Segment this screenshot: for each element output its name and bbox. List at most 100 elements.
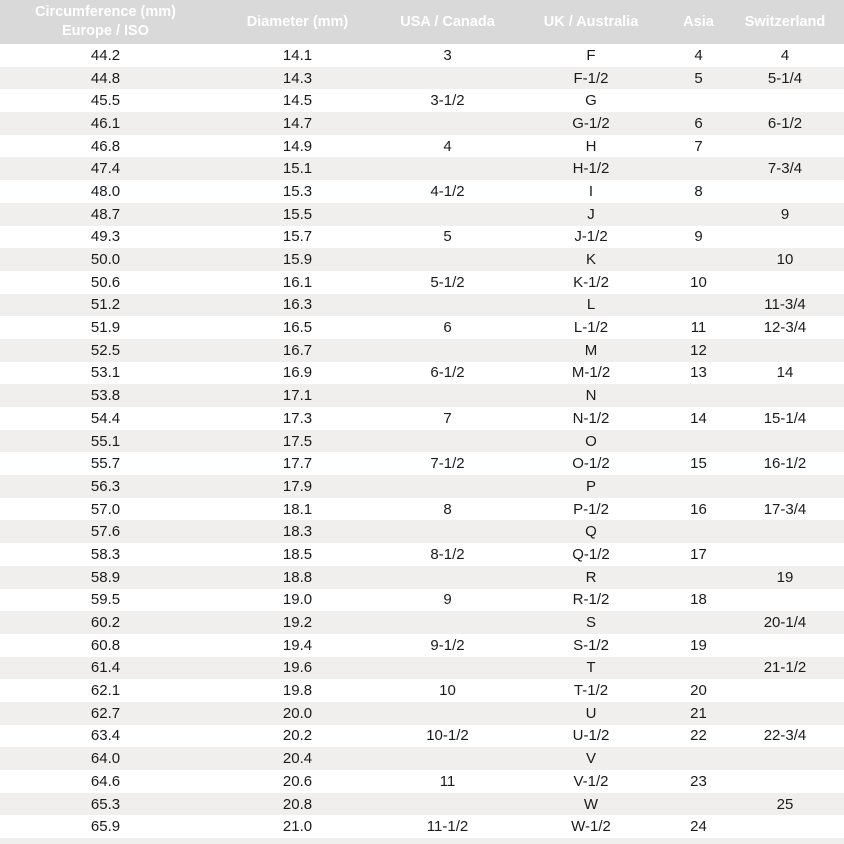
cell-diameter_mm: 15.3: [282, 182, 313, 200]
cell-diameter_mm: 16.1: [282, 273, 313, 291]
cell-circumference_europe_iso: 58.9: [90, 568, 121, 586]
cell-switzerland: 20-1/4: [763, 614, 807, 632]
cell-asia: 14: [690, 409, 707, 427]
cell-usa_canada: 5-1/2: [430, 273, 465, 291]
table-row: 49.3 15.7 5 J-1/2 9: [0, 226, 844, 249]
table-row: 51.2 16.3 L 11-3/4: [0, 293, 844, 317]
col-header-line-1: Circumference (mm): [34, 4, 176, 20]
cell-asia: 10: [690, 273, 707, 291]
cell-circumference_europe_iso: 57.0: [90, 500, 121, 518]
cell-uk_australia: J: [587, 205, 595, 223]
cell-asia: 16: [690, 500, 707, 518]
cell-uk_australia: V-1/2: [573, 772, 609, 790]
cell-diameter_mm: 16.5: [282, 319, 313, 337]
cell-asia: 20: [690, 682, 707, 700]
col-header-line-2: Europe / ISO: [61, 23, 149, 39]
cell-switzerland: 14: [776, 364, 794, 382]
cell-switzerland: 9: [780, 205, 790, 223]
cell-circumference_europe_iso: 63.4: [90, 727, 121, 745]
cell-uk_australia: T-1/2: [573, 682, 609, 700]
table-row: 65.9 21.0 11-1/2 W-1/2 24: [0, 815, 844, 838]
table-row: 64.0 20.4 V: [0, 747, 844, 770]
cell-asia: 15: [690, 455, 707, 473]
cell-usa_canada: 11-1/2: [426, 818, 469, 836]
table-row: 58.9 18.8 R 19: [0, 565, 844, 589]
cell-uk_australia: W: [583, 795, 599, 813]
cell-diameter_mm: 20.2: [282, 727, 313, 745]
cell-uk_australia: P: [585, 477, 596, 495]
cell-asia: 8: [694, 182, 703, 200]
cell-usa_canada: 4-1/2: [430, 182, 465, 200]
cell-diameter_mm: 21.0: [282, 818, 313, 836]
cell-switzerland: 7-3/4: [767, 160, 803, 178]
cell-uk_australia: K: [585, 251, 596, 269]
cell-uk_australia: S: [585, 614, 596, 632]
cell-diameter_mm: 15.1: [282, 160, 313, 178]
cell-uk_australia: G: [585, 92, 597, 110]
cell-diameter_mm: 19.2: [282, 614, 313, 632]
cell-diameter_mm: 14.5: [282, 92, 313, 110]
cell-usa_canada: 3: [443, 46, 452, 64]
table-header-row: Circumference (mm) Europe / ISO Diameter…: [0, 0, 844, 44]
cell-asia: 24: [690, 818, 707, 836]
cell-uk_australia: O: [585, 432, 597, 450]
cell-uk_australia: Q-1/2: [572, 545, 610, 563]
cell-uk_australia: U-1/2: [572, 727, 610, 745]
cell-diameter_mm: 14.3: [282, 69, 313, 87]
table-row: 64.6 20.6 11 V-1/2 23: [0, 770, 844, 793]
cell-uk_australia: Q: [585, 523, 597, 541]
cell-usa_canada: 5: [443, 228, 452, 246]
cell-diameter_mm: 17.1: [282, 387, 313, 405]
cell-uk_australia: K-1/2: [573, 273, 609, 291]
cell-usa_canada: 11: [439, 772, 456, 790]
cell-diameter_mm: 16.3: [282, 296, 313, 314]
cell-asia: 12: [690, 341, 707, 359]
cell-diameter_mm: 14.7: [282, 114, 313, 132]
cell-switzerland: 4: [780, 46, 790, 64]
cell-uk_australia: M: [584, 341, 598, 359]
table-row: 48.7 15.5 J 9: [0, 202, 844, 226]
cell-switzerland: 6-1/2: [767, 114, 803, 132]
cell-circumference_europe_iso: 48.0: [90, 182, 121, 200]
cell-diameter_mm: 17.3: [282, 409, 313, 427]
table-row: 54.4 17.3 7 N-1/2 14 15-1/4: [0, 407, 844, 430]
cell-diameter_mm: 14.1: [282, 46, 313, 64]
table-body: 44.2 14.1 3 F 4 4 44.8 14.3 F-1/2 5 5-1/4 45.5 14.5 3…: [0, 44, 844, 838]
cell-asia: 11: [690, 319, 707, 337]
cell-uk_australia: R-1/2: [572, 591, 610, 609]
table-row: 60.2 19.2 S 20-1/4: [0, 611, 844, 634]
cell-diameter_mm: 18.8: [282, 568, 313, 586]
cell-circumference_europe_iso: 60.8: [90, 636, 121, 654]
col-header-circumference-europe-iso: Circumference (mm) Europe / ISO: [0, 3, 211, 41]
cell-uk_australia: P-1/2: [573, 500, 609, 518]
cell-diameter_mm: 17.9: [282, 477, 313, 495]
cell-diameter_mm: 18.1: [282, 500, 313, 518]
cell-circumference_europe_iso: 44.8: [90, 69, 121, 87]
cell-circumference_europe_iso: 62.1: [90, 682, 121, 700]
cell-asia: 6: [694, 114, 703, 132]
cell-uk_australia: H: [585, 137, 597, 155]
cell-circumference_europe_iso: 60.2: [90, 614, 121, 632]
cell-usa_canada: 7-1/2: [430, 455, 465, 473]
cell-switzerland: 17-3/4: [763, 500, 807, 518]
cell-uk_australia: O-1/2: [572, 455, 610, 473]
cell-usa_canada: 10-1/2: [426, 727, 469, 745]
cell-asia: 22: [690, 727, 707, 745]
col-header-diameter-mm: Diameter (mm): [246, 14, 349, 30]
cell-asia: 4: [694, 46, 703, 64]
table-row: 65.3 20.8 W 25: [0, 792, 844, 816]
table-row: 44.8 14.3 F-1/2 5 5-1/4: [0, 66, 844, 90]
cell-switzerland: 19: [776, 568, 794, 586]
cell-switzerland: 10: [776, 251, 794, 269]
cell-uk_australia: H-1/2: [572, 160, 610, 178]
cell-asia: 21: [690, 704, 707, 722]
cell-diameter_mm: 16.7: [282, 341, 313, 359]
cell-switzerland: 15-1/4: [763, 409, 807, 427]
cell-diameter_mm: 15.7: [282, 228, 313, 246]
cell-circumference_europe_iso: 50.0: [90, 251, 121, 269]
cell-usa_canada: 4: [443, 137, 452, 155]
cell-uk_australia: L-1/2: [573, 319, 609, 337]
table-row: 47.4 15.1 H-1/2 7-3/4: [0, 157, 844, 181]
table-row: 52.5 16.7 M 12: [0, 338, 844, 362]
cell-diameter_mm: 16.9: [282, 364, 313, 382]
